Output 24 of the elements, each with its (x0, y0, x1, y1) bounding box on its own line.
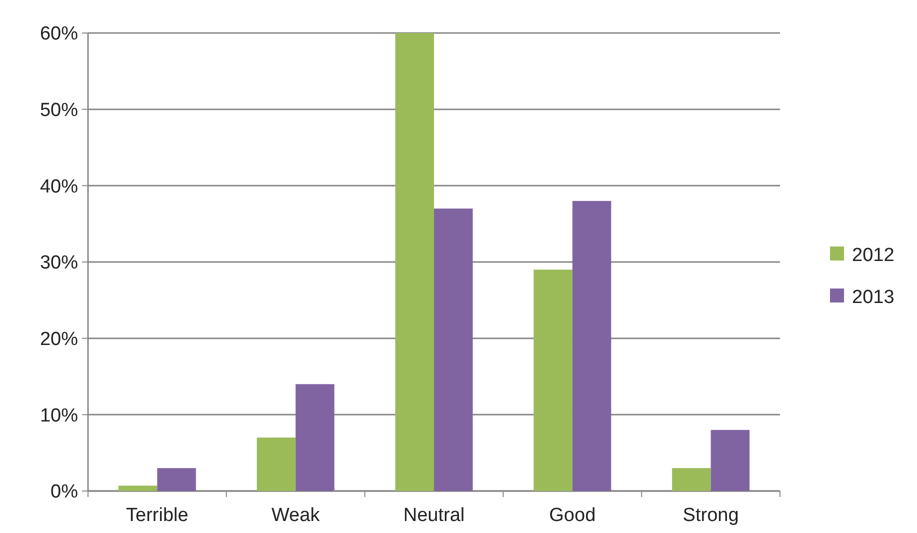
x-tick-label: Terrible (126, 505, 188, 526)
x-tick-label: Neutral (403, 505, 465, 526)
x-tick-label: Weak (271, 505, 320, 526)
bar (710, 430, 750, 491)
y-tick-label: 0% (50, 482, 78, 503)
bar (118, 486, 158, 491)
y-tick-label: 30% (40, 252, 78, 274)
y-tick-label: 50% (40, 100, 78, 121)
bar (572, 200, 612, 491)
bar (395, 33, 434, 491)
y-tick-label: 20% (40, 328, 78, 350)
y-tick-label: 10% (40, 405, 78, 426)
legend-label: 2013 (852, 287, 894, 308)
y-tick-label: 40% (40, 176, 78, 198)
bar (296, 384, 334, 491)
bar (157, 468, 196, 491)
legend-label: 2012 (852, 245, 894, 266)
bar (672, 468, 711, 491)
bar (434, 208, 473, 491)
x-tick-label: Good (549, 505, 596, 526)
y-tick-label: 60% (40, 24, 78, 45)
x-tick-label: Strong (682, 505, 739, 526)
bar (534, 270, 572, 491)
bar (256, 438, 296, 491)
